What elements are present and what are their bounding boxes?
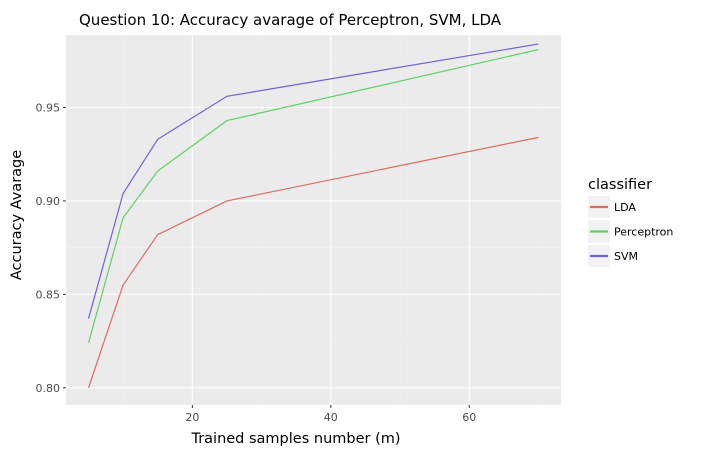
y-axis-title: Accuracy Avarage xyxy=(9,150,25,280)
legend-title: classifier xyxy=(588,177,652,193)
series-line-lda xyxy=(87,136,539,389)
x-tick-label: 40 xyxy=(324,411,338,424)
plot-panel xyxy=(66,35,561,405)
y-tick-label: 0.90 xyxy=(36,195,61,208)
legend-items: LDA Perceptron SVM xyxy=(588,196,673,267)
series-line-svm xyxy=(87,43,539,319)
series-line-perceptron xyxy=(87,48,539,344)
y-tick-label: 0.95 xyxy=(36,102,61,115)
x-axis-title: Trained samples number (m) xyxy=(190,431,400,447)
chart-title: Question 10: Accuracy avarage of Percept… xyxy=(79,11,502,29)
legend-label: LDA xyxy=(614,201,636,214)
series-lines xyxy=(87,43,539,389)
x-axis-ticks: 20 40 60 xyxy=(185,405,476,424)
y-tick-label: 0.80 xyxy=(36,382,61,395)
legend: classifier LDA Perceptron SVM xyxy=(588,177,673,267)
x-tick-label: 20 xyxy=(185,411,199,424)
legend-label: Perceptron xyxy=(614,226,673,239)
legend-label: SVM xyxy=(614,250,638,263)
y-axis-ticks: 0.80 0.85 0.90 0.95 xyxy=(36,102,66,395)
x-tick-label: 60 xyxy=(462,411,476,424)
y-tick-label: 0.85 xyxy=(36,288,61,301)
